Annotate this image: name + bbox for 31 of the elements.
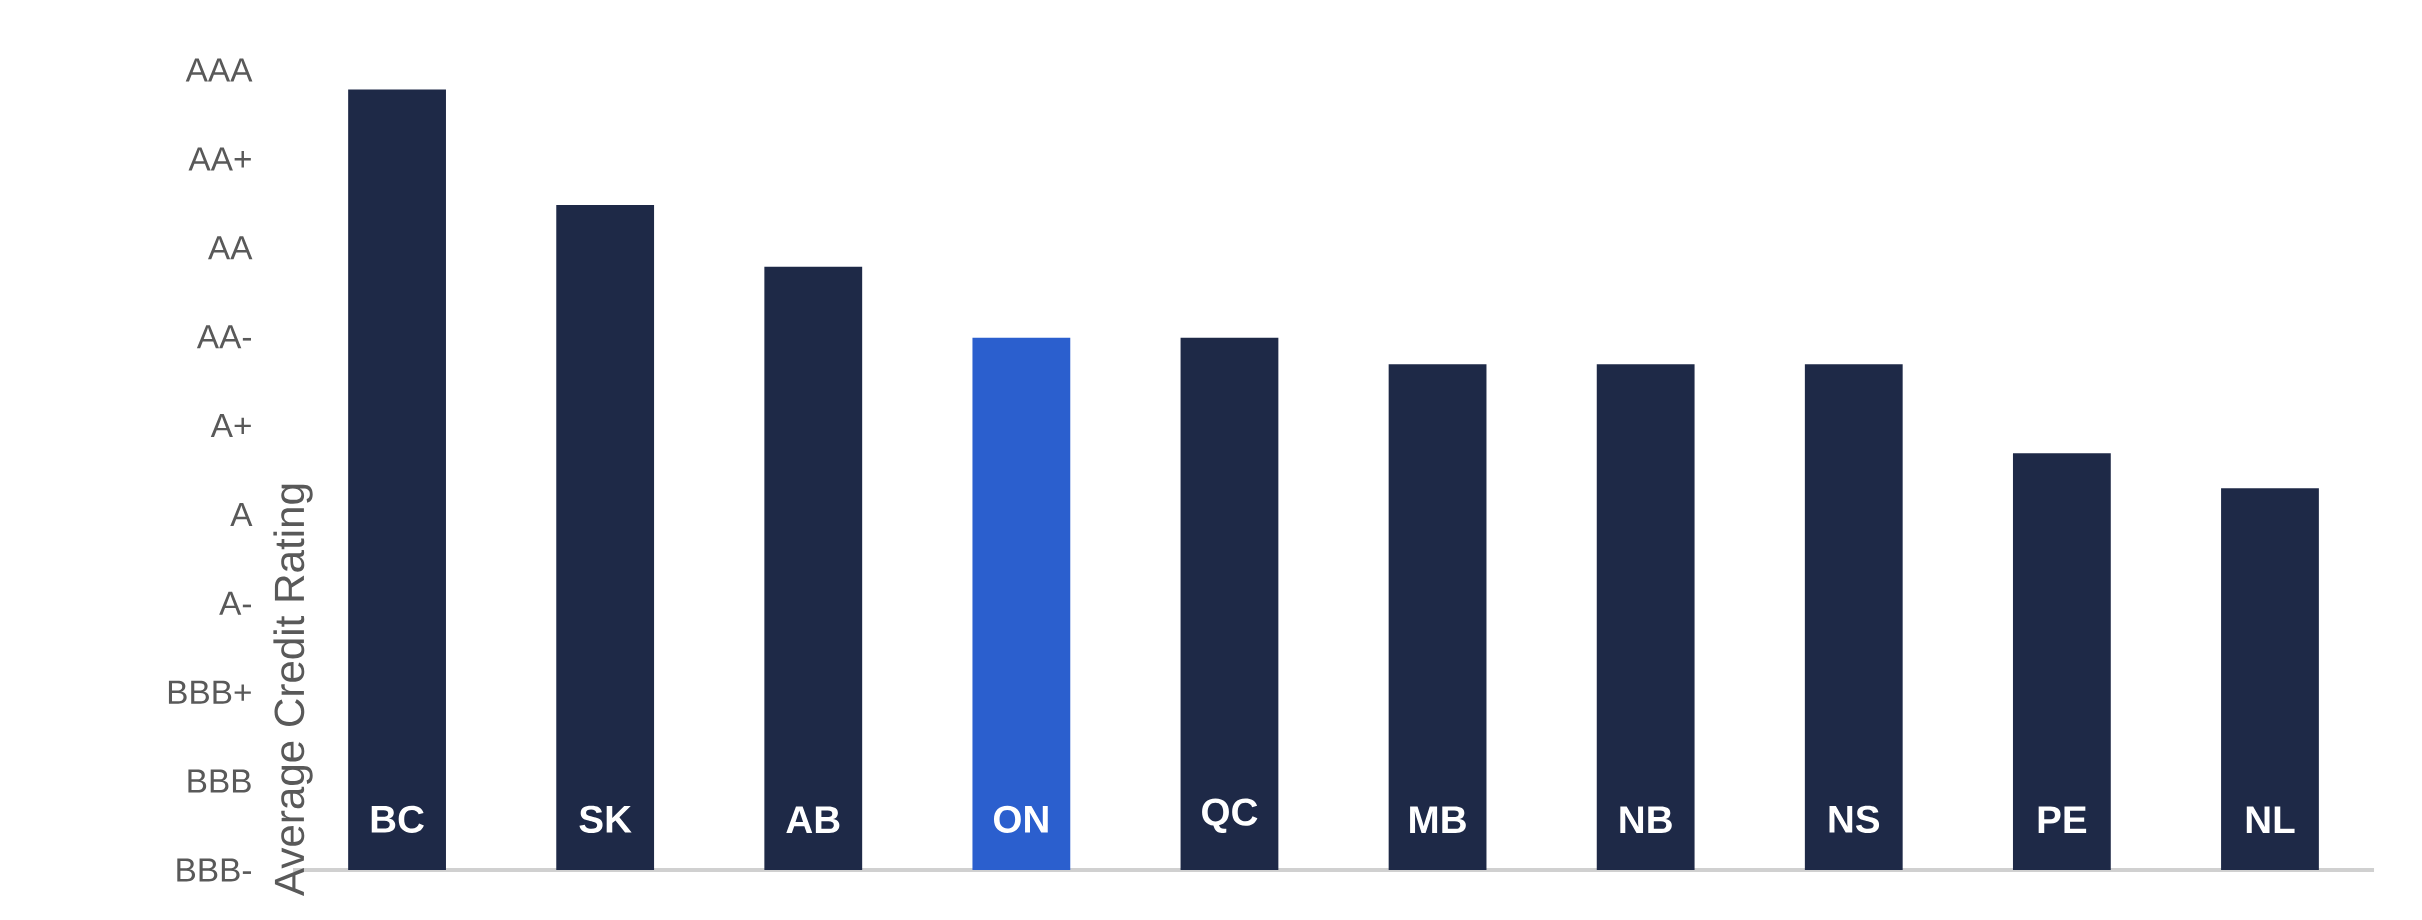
bar [556,205,655,870]
x-tick-label: SK [579,805,632,833]
bar [2012,453,2111,870]
text: AA [207,236,253,260]
text: BBB+ [168,680,251,704]
text: A- [219,591,252,615]
x-tick-label: AB [786,806,840,833]
bar [1180,337,1279,870]
text: AA+ [188,147,251,171]
text: AA- [196,325,252,349]
y-axis-title: Average Credit Rating [273,484,313,897]
bar [1596,364,1695,870]
bar [2221,488,2319,870]
text: BBB [188,769,251,793]
x-tick-label: NL [2246,806,2295,833]
bar [1804,364,1903,870]
bar [764,266,863,870]
text: AAA [185,58,253,82]
x-tick-label: PE [2038,806,2087,833]
text: BBB- [177,858,252,882]
x-tick-label: NS [1829,805,1880,833]
text: A+ [210,414,251,438]
bar [348,89,446,870]
x-tick-label: BC [371,805,424,833]
x-tick-label: MB [1410,806,1466,833]
bar [972,337,1071,870]
x-tick-label: QC [1202,798,1258,833]
bar [1388,364,1487,870]
text: A [230,502,253,526]
x-tick-label: NB [1620,806,1672,833]
x-tick-label: ON [993,805,1048,833]
